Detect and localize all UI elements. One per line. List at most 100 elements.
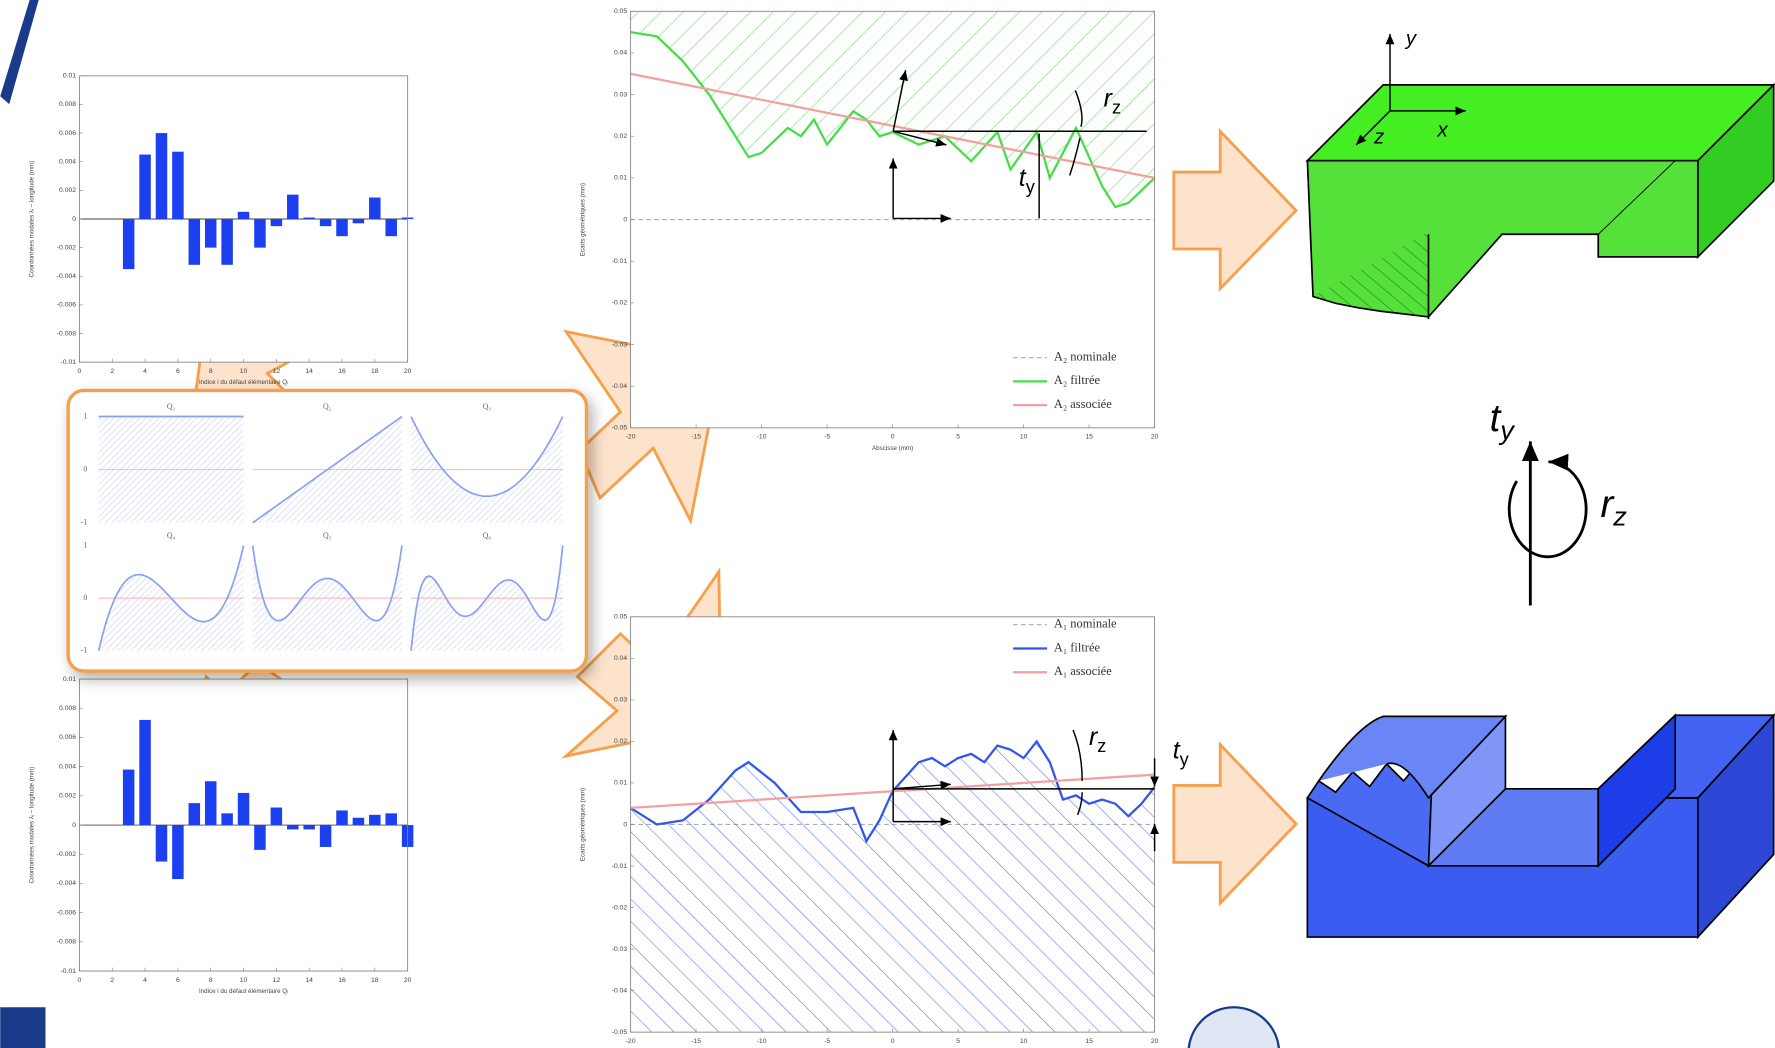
x-tick-label: 0 [891,1038,895,1045]
y-tick-label: -0.03 [612,341,628,348]
flow-arrow [1172,127,1299,293]
hatch-fill [630,741,1155,1033]
x-tick-label: 16 [338,368,346,375]
y-tick-label: -0.01 [61,359,77,366]
part-face [1597,713,1677,868]
basis-title: Q₁ [167,402,176,411]
y-tick-label: -0.006 [57,302,76,309]
x-axis-label: Indice i du défaut élémentaire Qᵢ [199,988,288,995]
x-axis-label: Abscisse (mm) [872,445,913,452]
y-tick-label: 0.02 [614,133,627,140]
y-tick-label: -0.008 [57,939,76,946]
basis-title: Q₂ [323,402,332,411]
x-tick-label: 0 [78,368,82,375]
x-tick-label: -15 [691,1038,701,1045]
bar [188,218,201,265]
y-tick-label: -0.004 [57,880,76,887]
bar [287,194,299,219]
rotation-arc [1507,453,1588,559]
label-base: r [1601,483,1616,526]
frame-arrow [892,130,947,147]
label-sub: y [1026,177,1036,197]
bar [221,813,233,826]
x-tick-label: 15 [1085,434,1093,441]
x-tick-label: 8 [209,977,213,984]
hatch-fill [630,11,1155,208]
bar [336,810,348,826]
label-sub: z [1612,501,1627,532]
x-axis-label: Indice i du défaut élémentaire Qᵢ [199,379,288,386]
bar [303,825,315,830]
y-tick-label: 0 [72,216,76,223]
annotation: rz [1104,84,1121,117]
chart-annotations [888,70,1160,852]
basis-title: Q₄ [167,531,176,540]
legend-label: A₂ associée [1054,397,1112,411]
basis-tick-label: 1 [83,540,87,549]
rotation-label: ty [1490,397,1516,445]
bar [172,151,184,219]
y-tick-label: -0.02 [612,904,628,911]
basis-tick-label: 0 [83,464,87,473]
legend-label: A₁ filtrée [1054,640,1101,654]
x-tick-label: 2 [110,977,114,984]
axis-arrow [1355,110,1391,146]
label-sub: y [1180,749,1190,769]
bar [270,807,283,826]
y-tick-label: 0.01 [63,676,76,683]
y-tick-label: -0.01 [612,863,628,870]
legend-label: A₁ associée [1054,664,1112,678]
bar [319,825,332,847]
seal [1187,1006,1280,1048]
x-tick-label: 15 [1085,1038,1093,1045]
y-tick-label: 0.02 [614,738,627,745]
x-tick-label: 18 [371,977,379,984]
label-sub: y [1498,415,1515,446]
x-tick-label: 5 [956,434,960,441]
logo-mark [0,1007,46,1048]
y-tick-label: 0.05 [614,614,627,621]
blue-part [1306,713,1775,940]
basis-tick-label: 0 [83,593,87,602]
y-tick-label: 0 [72,822,76,829]
x-tick-label: 4 [143,368,147,375]
chart: -0.01 -0.008 -0.006 -0.004 -0.002 0 0.002 0.004… [29,676,414,995]
bar [254,218,266,248]
label-base: t [1019,163,1027,191]
label-sub: z [1097,736,1106,756]
charts: -0.01 -0.008 -0.006 -0.004 -0.002 0 0.002 0.004… [29,8,1190,1045]
chart: -0.01 -0.008 -0.006 -0.004 -0.002 0 0.002 0.004… [29,73,414,386]
bar [319,218,332,227]
annotation: ty [1019,163,1036,196]
bar [188,803,201,826]
basis-curve [252,415,403,524]
x-tick-label: 12 [273,368,281,375]
y-tick-label: 0.004 [59,763,76,770]
y-tick-label: 0.04 [614,655,627,662]
basis-title: Q₆ [483,531,492,540]
x-tick-label: -10 [757,434,767,441]
y-tick-label: -0.008 [57,330,76,337]
part-edge [1597,160,1676,235]
y-tick-label: -0.02 [612,300,628,307]
x-tick-label: 20 [404,977,412,984]
frame-arrow [892,70,908,132]
bar [204,781,217,826]
x-tick-label: 10 [240,368,248,375]
basis-curve [251,545,403,622]
flow-arrow [1172,741,1299,907]
legend-label: A₂ nominale [1054,349,1117,363]
x-tick-label: 0 [891,434,895,441]
green-part [1305,82,1775,320]
y-tick-label: -0.01 [612,258,628,265]
label-base: r [1104,84,1114,112]
y-tick-label: 0.03 [614,91,627,98]
bar [287,825,299,830]
x-tick-label: 14 [305,977,313,984]
x-tick-label: 20 [1151,434,1159,441]
y-tick-label: 0.006 [59,734,76,741]
x-tick-label: -10 [757,1038,767,1045]
basis-tick-label: -1 [81,518,88,527]
bar [221,218,233,265]
bar [369,814,381,826]
